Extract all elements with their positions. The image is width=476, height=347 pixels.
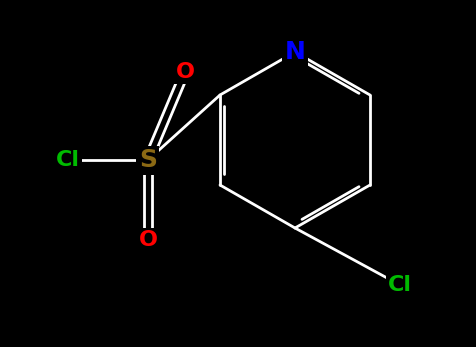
Text: Cl: Cl	[56, 150, 80, 170]
Text: S: S	[139, 148, 157, 172]
Text: O: O	[138, 230, 157, 250]
Text: Cl: Cl	[387, 275, 411, 295]
Text: N: N	[284, 40, 305, 64]
Text: O: O	[175, 62, 194, 82]
